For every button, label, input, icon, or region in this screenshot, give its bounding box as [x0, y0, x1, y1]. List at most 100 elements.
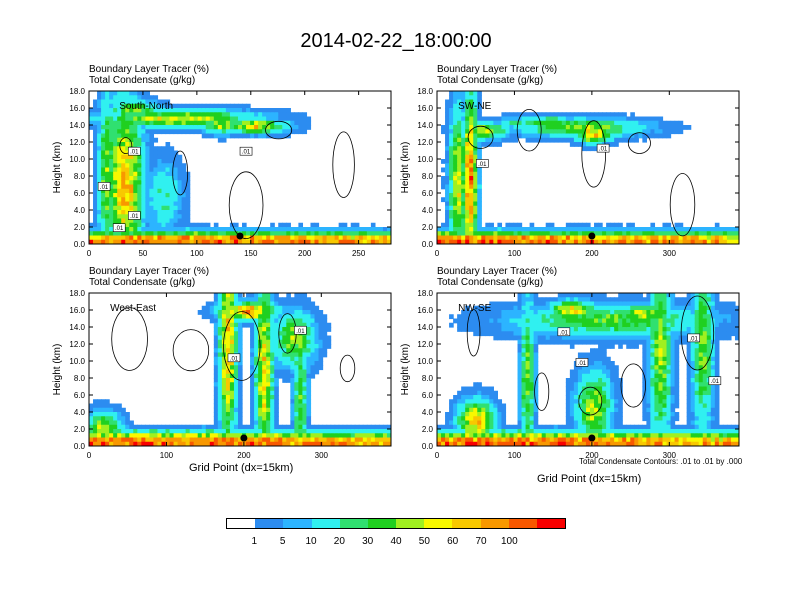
- panel-2-ytick-label: 0.0: [422, 240, 434, 249]
- colorbar-swatch: [283, 519, 312, 528]
- panel-4-contour-label: .01: [690, 336, 699, 342]
- plots-canvas: 0.0 2.0 4.0 6.0 8.0 10.0 12.0 14.0 16.0 18.0 0 50 10…: [52, 87, 740, 460]
- panel-2-xtick-label: 300: [663, 249, 677, 258]
- panel-3-title-1: Boundary Layer Tracer (%): [89, 266, 210, 277]
- colorbar-swatch: [452, 519, 481, 528]
- panel-3-location-marker: [240, 434, 248, 442]
- panel-4-xtick-label: 100: [508, 451, 522, 460]
- panel-3-ytick-label: 12.0: [69, 340, 85, 349]
- panel-1-tracer-field: [89, 91, 391, 244]
- panel-2-ylabel: Height (km): [400, 142, 411, 194]
- panel-1-xtick-label: 100: [190, 249, 204, 258]
- panel-4-contour-label: .01: [578, 361, 587, 367]
- colorbar-label: 40: [390, 536, 402, 547]
- panel-3-ytick-label: 14.0: [69, 323, 85, 332]
- panel-3-ytick-label: 6.0: [74, 391, 86, 400]
- panel-1-xtick-label: 250: [352, 249, 366, 258]
- panel-3-xtick-label: 0: [87, 451, 92, 460]
- panel-2-ytick-label: 2.0: [422, 223, 434, 232]
- panel-2-ytick-label: 12.0: [417, 138, 433, 147]
- colorbar-label: 30: [362, 536, 374, 547]
- panel-1-ytick-label: 10.0: [69, 155, 85, 164]
- panel-3-ytick-label: 10.0: [69, 357, 85, 366]
- panel-1-ytick-label: 4.0: [74, 206, 86, 215]
- panel-4-xtick-label: 300: [663, 451, 677, 460]
- panel-2-location-marker: [588, 232, 596, 240]
- panel-1-contour-label-box: [128, 211, 141, 220]
- panel-4-ylabel: Height (km): [400, 344, 411, 396]
- panel-1-contour-label: .01: [242, 150, 251, 156]
- colorbar-swatch: [480, 519, 509, 528]
- panel-2-contour-label: .01: [599, 147, 608, 153]
- colorbar-label: 1: [251, 536, 258, 547]
- colorbar-label: 5: [279, 536, 286, 547]
- panel-3-ytick-label: 8.0: [74, 374, 86, 383]
- panel-4-contour-label-box: [687, 333, 701, 343]
- panel-2-ytick-label: 6.0: [422, 189, 434, 198]
- panel-2-ytick-label: 4.0: [422, 206, 434, 215]
- panel-4-xlabel: Grid Point (dx=15km): [537, 473, 642, 485]
- panel-3-ytick-label: 2.0: [74, 425, 86, 434]
- panel-4-ytick-label: 14.0: [417, 323, 433, 332]
- panel-2-xtick-label: 200: [585, 249, 599, 258]
- panel-1-contour-label: .01: [130, 214, 139, 220]
- panel-3-xtick-label: 200: [237, 451, 251, 460]
- panel-2-section-label: SW-NE: [458, 101, 491, 112]
- panel-3-section-label: West-East: [110, 303, 156, 314]
- panel-2: 0.0 2.0 4.0 6.0 8.0 10.0 12.0 14.0 16.0 18.0 0 100 2…: [400, 87, 740, 258]
- panel-2-title-2: Total Condensate (g/kg): [437, 75, 544, 86]
- panel-4-contour-label: .01: [560, 330, 569, 336]
- panel-2-contour-label: .01: [478, 162, 487, 168]
- colorbar-label: 20: [333, 536, 345, 547]
- colorbar-swatch: [367, 519, 397, 528]
- panel-1-xtick-label: 200: [298, 249, 312, 258]
- panel-1-title-2: Total Condensate (g/kg): [89, 75, 196, 86]
- colorbar-swatch: [339, 519, 368, 528]
- panel-2-contour-label-box: [475, 159, 489, 168]
- panel-1-contour-label: .01: [115, 226, 124, 232]
- panel-4-contour-label-box: [557, 327, 571, 337]
- panel-4-contour-label: .01: [711, 379, 720, 385]
- panel-2-ytick-label: 8.0: [422, 172, 434, 181]
- panel-2-title-1: Boundary Layer Tracer (%): [437, 64, 558, 75]
- panel-3-contour-label-box: [294, 325, 307, 335]
- panel-1-contour-label: .01: [130, 150, 139, 156]
- panel-1-ylabel: Height (km): [52, 142, 63, 194]
- panel-1-ytick-label: 12.0: [69, 138, 85, 147]
- panel-4-ytick-label: 16.0: [417, 306, 433, 315]
- panel-3-frame: [88, 292, 392, 447]
- panel-1-contour-label-box: [97, 182, 111, 191]
- colorbar-swatch: [508, 519, 537, 528]
- panel-2-ytick-label: 18.0: [417, 87, 433, 96]
- panel-3-ytick-label: 4.0: [74, 408, 86, 417]
- contour-note: Total Condensate Contours: .01 to .01 by…: [579, 457, 743, 466]
- panel-1-ytick-label: 6.0: [74, 189, 86, 198]
- panel-4-ytick-label: 2.0: [422, 425, 434, 434]
- colorbar-label: 70: [475, 536, 487, 547]
- panel-4-title-1: Boundary Layer Tracer (%): [437, 266, 558, 277]
- panel-4-condensate-contours: [466, 295, 715, 416]
- panel-1-ytick-label: 2.0: [74, 223, 86, 232]
- panel-1-xtick-label: 150: [244, 249, 258, 258]
- panel-4-ytick-label: 0.0: [422, 442, 434, 451]
- panel-4-ytick-label: 4.0: [422, 408, 434, 417]
- panel-3-xlabel: Grid Point (dx=15km): [189, 462, 294, 474]
- panel-1-section-label: South-North: [119, 101, 173, 112]
- panel-2-frame: [436, 90, 740, 245]
- panel-3-xtick-label: 300: [315, 451, 329, 460]
- panel-1-ytick-label: 0.0: [74, 240, 86, 249]
- panel-1-condensate-contours: [119, 120, 355, 239]
- panel-1: 0.0 2.0 4.0 6.0 8.0 10.0 12.0 14.0 16.0 18.0 0 50 10…: [52, 87, 392, 258]
- panel-4-contour-label-box: [575, 358, 589, 367]
- panel-4-section-label: NW-SE: [458, 303, 491, 314]
- panel-2-xtick-label: 0: [435, 249, 440, 258]
- panel-2-ytick-label: 16.0: [417, 104, 433, 113]
- colorbar-swatch: [424, 519, 453, 528]
- panel-1-xtick-label: 0: [87, 249, 92, 258]
- panel-4-contour-label-box: [708, 376, 722, 386]
- panel-4-frame: [436, 292, 740, 447]
- panel-4-xtick-label: 0: [435, 451, 440, 460]
- panel-3-ylabel: Height (km): [52, 344, 63, 396]
- panel-3-ytick-label: 16.0: [69, 306, 85, 315]
- panel-3-contour-label-box: [227, 353, 241, 363]
